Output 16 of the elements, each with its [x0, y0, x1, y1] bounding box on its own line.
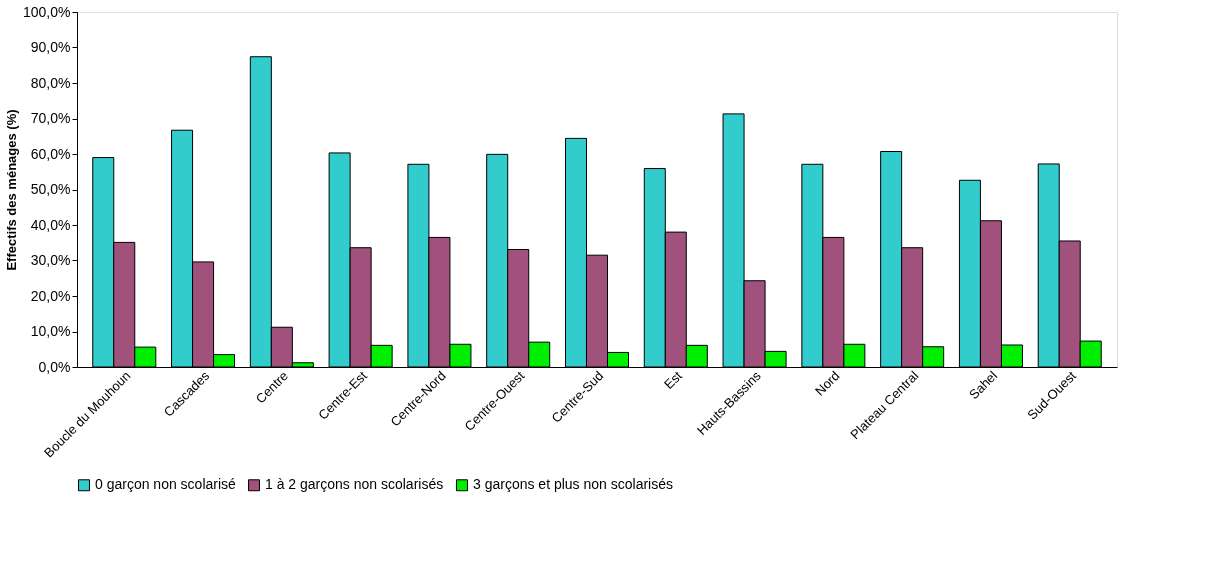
y-tick-label: 60,0%: [30, 145, 71, 162]
y-tick-label: 90,0%: [30, 39, 71, 55]
x-tick-label: Est: [661, 367, 686, 392]
y-axis-title: Effectifs des ménages (%): [4, 109, 20, 271]
legend-label: 0 garçon non scolarisé: [95, 476, 237, 493]
y-tick-label: 40,0%: [30, 216, 71, 233]
legend-label: 1 à 2 garçons non scolarisés: [265, 476, 444, 493]
legend-label: 3 garçons et plus non scolarisés: [473, 476, 673, 493]
y-tick-label: 10,0%: [30, 323, 71, 339]
y-tick-label: 20,0%: [30, 287, 71, 304]
y-tick-label: 80,0%: [30, 74, 71, 91]
y-tick-label: 100,0%: [23, 3, 71, 20]
y-tick-label: 30,0%: [30, 252, 71, 268]
y-tick-label: 70,0%: [30, 110, 71, 126]
y-tick-label: 50,0%: [30, 181, 71, 197]
y-tick-label: 0,0%: [38, 358, 71, 375]
